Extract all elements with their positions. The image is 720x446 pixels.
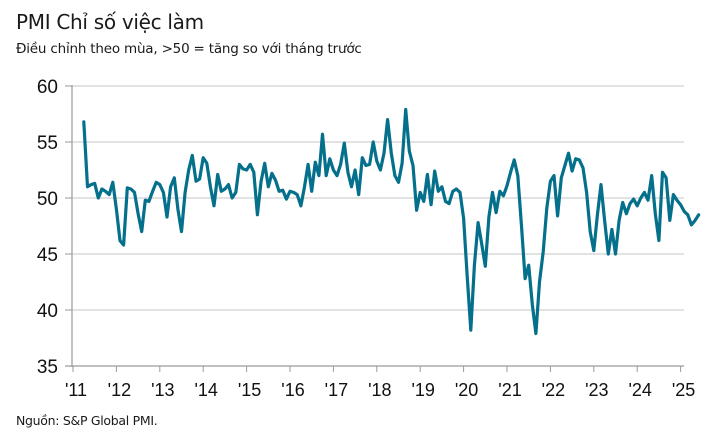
series-group bbox=[82, 107, 701, 336]
x-tick-label: '14 bbox=[194, 380, 217, 400]
x-tick-label: '22 bbox=[542, 380, 565, 400]
y-axis: 35 40 45 50 55 60 bbox=[37, 77, 73, 378]
x-tick-label: '11 bbox=[65, 380, 87, 400]
y-tick-label: 50 bbox=[37, 189, 58, 210]
x-tick-label: '17 bbox=[325, 380, 348, 400]
x-tick-label: '16 bbox=[281, 380, 304, 400]
series-line bbox=[82, 107, 701, 336]
x-tick-label: '12 bbox=[108, 380, 131, 400]
x-tick-label: '13 bbox=[151, 380, 174, 400]
source-note: Nguồn: S&P Global PMI. bbox=[16, 413, 158, 428]
x-tick-label: '19 bbox=[411, 380, 434, 400]
chart-subtitle: Điều chỉnh theo mùa, >50 = tăng so với t… bbox=[16, 41, 362, 57]
x-tick-label: '20 bbox=[455, 380, 478, 400]
chart-title: PMI Chỉ số việc làm bbox=[16, 10, 204, 34]
x-tick-label: '21 bbox=[498, 380, 521, 400]
x-axis: '11 '12 '13 '14 '15 '16 '17 '18 '19 '20 '21 '22 '23 '… bbox=[65, 365, 695, 400]
y-tick-label: 60 bbox=[37, 77, 58, 98]
y-tick-label: 55 bbox=[37, 133, 58, 154]
x-tick-label: '15 bbox=[238, 380, 261, 400]
y-tick-label: 40 bbox=[37, 301, 58, 322]
y-tick-label: 45 bbox=[37, 245, 58, 266]
y-tick-label: 35 bbox=[37, 357, 58, 378]
x-tick-label: '23 bbox=[585, 380, 608, 400]
x-tick-label: '18 bbox=[368, 380, 391, 400]
x-tick-label: '25 bbox=[672, 380, 695, 400]
gridlines bbox=[72, 85, 684, 311]
x-tick-label: '24 bbox=[628, 380, 651, 400]
